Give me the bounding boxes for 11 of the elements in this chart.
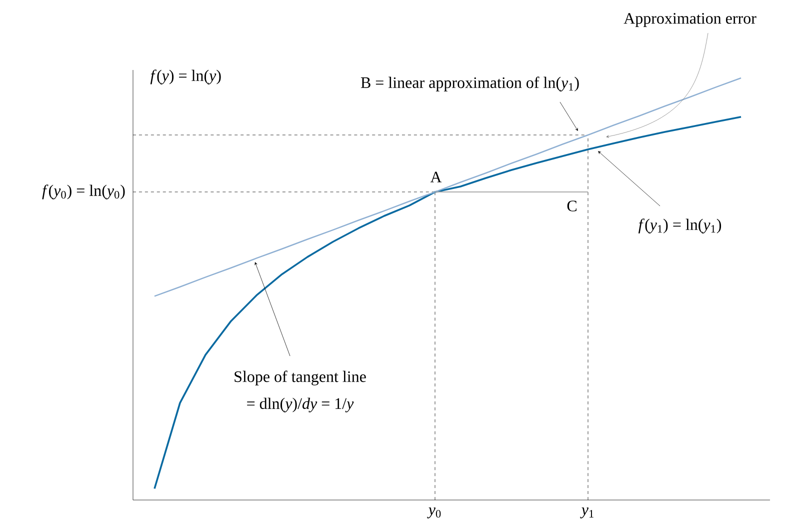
y-axis-title: f(y) = ln(y) xyxy=(150,70,221,84)
annotation: = dln(y)/dy = 1/y xyxy=(247,398,354,412)
annotation: Slope of tangent line xyxy=(234,370,366,386)
annotation: C xyxy=(567,200,576,212)
text: Approximation error xyxy=(624,13,756,28)
annotation: B = linear approximation of ln(y$_{1}$) xyxy=(360,76,579,92)
ref-line-label: f(y$_{0}$) = ln(y$_{0}$) xyxy=(42,184,125,200)
annotation: A xyxy=(430,172,442,182)
x-tick-label: y$_{1}$ xyxy=(580,508,594,518)
annotation: f(y$_{1}$) = ln(y$_{1}$) xyxy=(638,218,722,234)
x-tick-label: y$_{0}$ xyxy=(427,508,441,518)
